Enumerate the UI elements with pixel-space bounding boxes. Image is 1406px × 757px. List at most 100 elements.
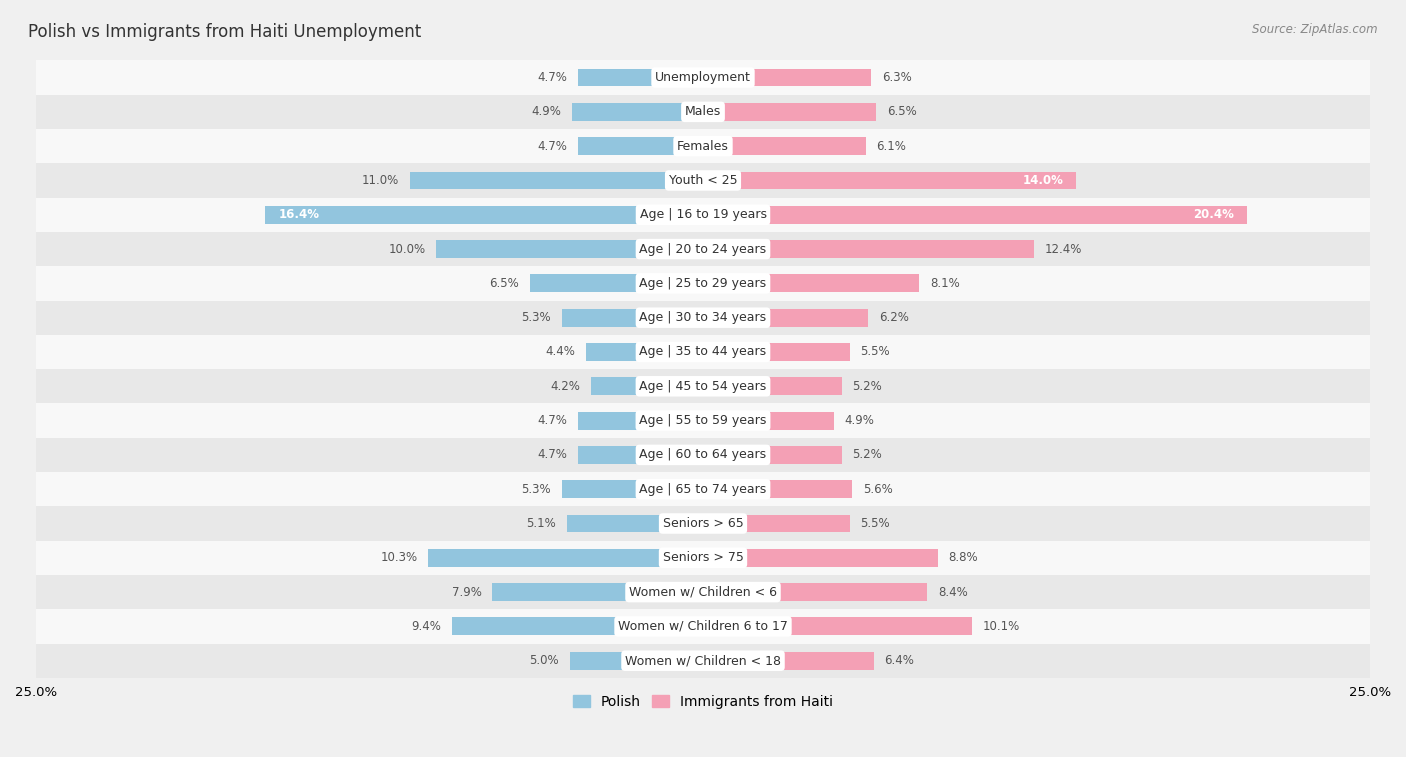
Bar [586, 343, 703, 361]
Text: 4.7%: 4.7% [537, 71, 567, 84]
Text: 8.1%: 8.1% [929, 277, 959, 290]
Text: Females: Females [678, 140, 728, 153]
Bar [561, 309, 703, 326]
Bar [37, 575, 1369, 609]
Text: 5.1%: 5.1% [526, 517, 557, 530]
Text: Unemployment: Unemployment [655, 71, 751, 84]
Text: 5.2%: 5.2% [852, 380, 882, 393]
Text: 10.3%: 10.3% [381, 551, 418, 564]
Bar [409, 172, 703, 189]
Bar [37, 95, 1369, 129]
Bar [572, 103, 703, 121]
Text: 11.0%: 11.0% [361, 174, 399, 187]
Text: Source: ZipAtlas.com: Source: ZipAtlas.com [1253, 23, 1378, 36]
Bar [703, 378, 842, 395]
Bar [436, 240, 703, 258]
Bar [37, 369, 1369, 403]
Bar [703, 480, 852, 498]
Bar [37, 129, 1369, 164]
Legend: Polish, Immigrants from Haiti: Polish, Immigrants from Haiti [568, 689, 838, 714]
Bar [37, 61, 1369, 95]
Text: Age | 20 to 24 years: Age | 20 to 24 years [640, 242, 766, 256]
Bar [37, 403, 1369, 438]
Bar [37, 232, 1369, 266]
Text: Polish vs Immigrants from Haiti Unemployment: Polish vs Immigrants from Haiti Unemploy… [28, 23, 422, 41]
Bar [567, 515, 703, 532]
Text: 4.2%: 4.2% [550, 380, 581, 393]
Bar [578, 446, 703, 464]
Text: 6.2%: 6.2% [879, 311, 908, 324]
Bar [703, 343, 849, 361]
Bar [266, 206, 703, 224]
Text: Women w/ Children < 6: Women w/ Children < 6 [628, 586, 778, 599]
Text: 6.5%: 6.5% [887, 105, 917, 118]
Bar [37, 438, 1369, 472]
Text: 4.9%: 4.9% [531, 105, 561, 118]
Bar [703, 583, 927, 601]
Text: 6.5%: 6.5% [489, 277, 519, 290]
Bar [703, 549, 938, 567]
Bar [578, 137, 703, 155]
Bar [492, 583, 703, 601]
Text: 6.3%: 6.3% [882, 71, 911, 84]
Text: 9.4%: 9.4% [412, 620, 441, 633]
Text: 8.8%: 8.8% [949, 551, 979, 564]
Text: 14.0%: 14.0% [1022, 174, 1063, 187]
Bar [37, 506, 1369, 540]
Text: Age | 55 to 59 years: Age | 55 to 59 years [640, 414, 766, 427]
Text: Age | 25 to 29 years: Age | 25 to 29 years [640, 277, 766, 290]
Text: 5.3%: 5.3% [522, 311, 551, 324]
Text: 5.6%: 5.6% [863, 483, 893, 496]
Bar [703, 515, 849, 532]
Bar [703, 412, 834, 429]
Text: Age | 45 to 54 years: Age | 45 to 54 years [640, 380, 766, 393]
Bar [703, 309, 869, 326]
Text: 16.4%: 16.4% [278, 208, 319, 221]
Bar [578, 69, 703, 86]
Bar [37, 609, 1369, 643]
Text: 6.4%: 6.4% [884, 654, 914, 667]
Text: Seniors > 75: Seniors > 75 [662, 551, 744, 564]
Text: Males: Males [685, 105, 721, 118]
Bar [561, 480, 703, 498]
Bar [429, 549, 703, 567]
Bar [37, 472, 1369, 506]
Text: 5.3%: 5.3% [522, 483, 551, 496]
Bar [453, 618, 703, 635]
Text: Women w/ Children < 18: Women w/ Children < 18 [626, 654, 780, 667]
Bar [578, 412, 703, 429]
Bar [37, 198, 1369, 232]
Bar [703, 103, 876, 121]
Bar [703, 69, 872, 86]
Text: 5.2%: 5.2% [852, 448, 882, 462]
Bar [37, 335, 1369, 369]
Text: 4.4%: 4.4% [546, 345, 575, 359]
Bar [703, 618, 973, 635]
Text: 6.1%: 6.1% [876, 140, 907, 153]
Bar [37, 301, 1369, 335]
Text: Seniors > 65: Seniors > 65 [662, 517, 744, 530]
Text: 10.0%: 10.0% [388, 242, 426, 256]
Text: 7.9%: 7.9% [451, 586, 482, 599]
Bar [37, 164, 1369, 198]
Text: Age | 60 to 64 years: Age | 60 to 64 years [640, 448, 766, 462]
Bar [37, 540, 1369, 575]
Text: Women w/ Children 6 to 17: Women w/ Children 6 to 17 [619, 620, 787, 633]
Text: 5.5%: 5.5% [860, 517, 890, 530]
Text: 5.5%: 5.5% [860, 345, 890, 359]
Text: 4.9%: 4.9% [845, 414, 875, 427]
Text: 12.4%: 12.4% [1045, 242, 1081, 256]
Bar [703, 652, 873, 670]
Bar [703, 206, 1247, 224]
Bar [703, 275, 920, 292]
Text: 20.4%: 20.4% [1194, 208, 1234, 221]
Text: 8.4%: 8.4% [938, 586, 967, 599]
Text: Youth < 25: Youth < 25 [669, 174, 737, 187]
Text: 5.0%: 5.0% [529, 654, 560, 667]
Text: 10.1%: 10.1% [983, 620, 1021, 633]
Bar [530, 275, 703, 292]
Bar [703, 172, 1077, 189]
Bar [37, 643, 1369, 678]
Bar [703, 137, 866, 155]
Text: 4.7%: 4.7% [537, 414, 567, 427]
